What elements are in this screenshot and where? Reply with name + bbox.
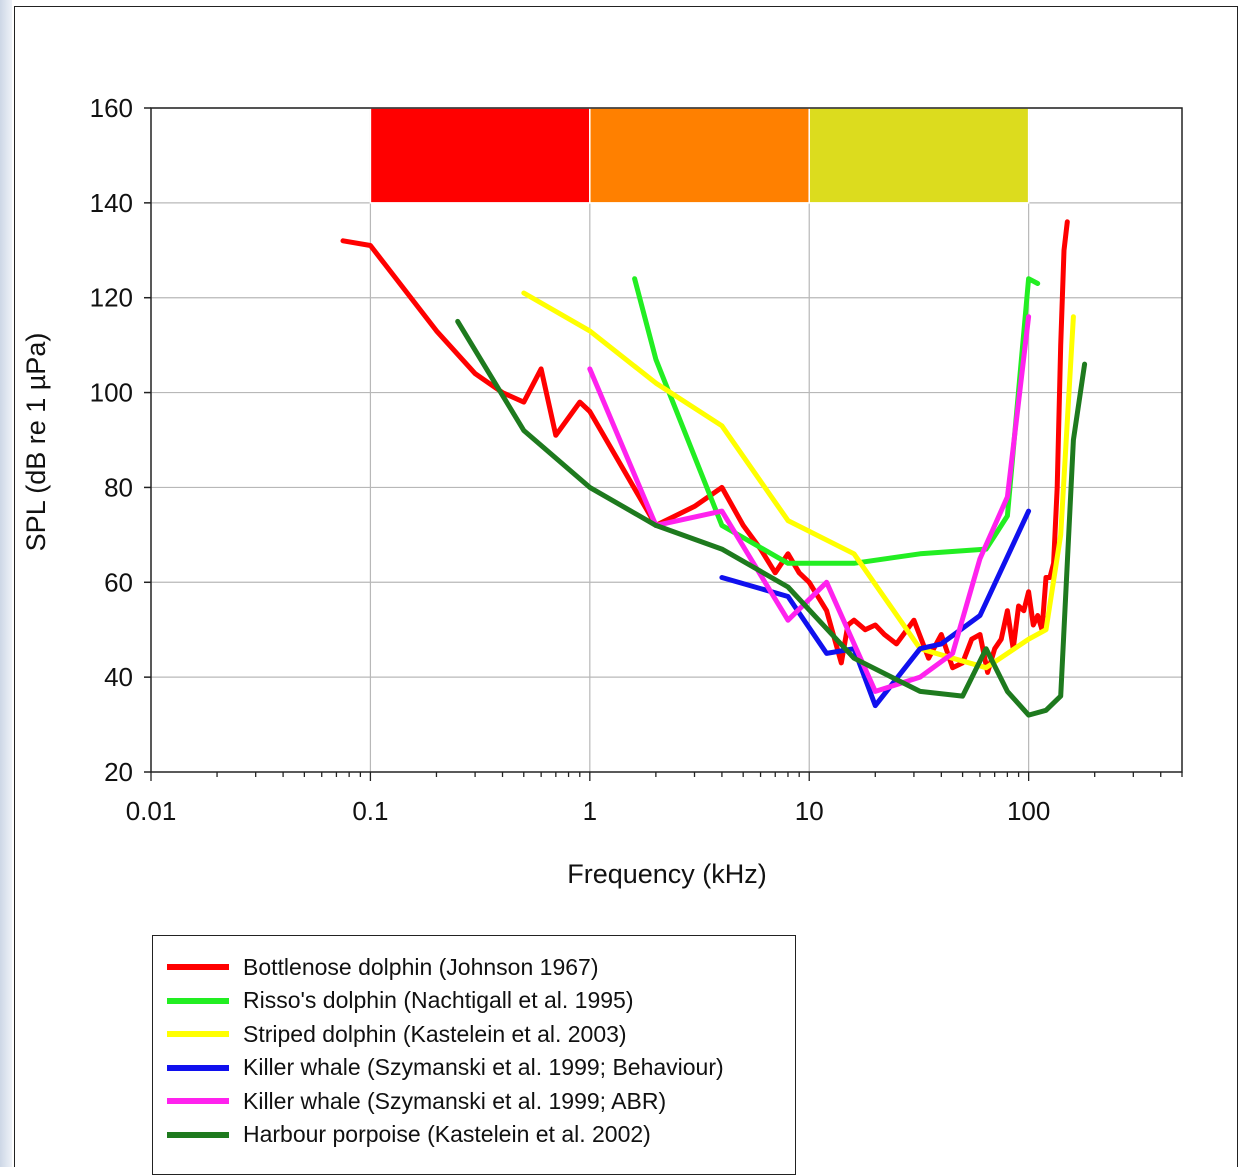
legend-label: Harbour porpoise (Kastelein et al. 2002) xyxy=(243,1121,651,1147)
x-tick-label: 10 xyxy=(795,796,824,826)
audiogram-chart: 20 40 60 80 100 120 140 160 0.01 0.1 1 10 100 Freque… xyxy=(21,93,1183,889)
frame-left-rule xyxy=(14,6,15,1167)
legend-label: Killer whale (Szymanski et al. 1999; ABR… xyxy=(243,1087,667,1114)
legend-entry: Striped dolphin (Kastelein et al. 2003) xyxy=(167,1018,627,1050)
frequency-bands xyxy=(369,107,1030,204)
series-lines xyxy=(340,219,1088,718)
axes xyxy=(144,107,1183,781)
y-tick-label: 140 xyxy=(90,188,133,218)
legend-swatch xyxy=(167,964,229,970)
legend-entry: Bottlenose dolphin (Johnson 1967) xyxy=(167,951,598,983)
legend-entry: Killer whale (Szymanski et al. 1999; ABR… xyxy=(167,1085,666,1117)
legend-swatch xyxy=(167,1098,229,1104)
series-line-4 xyxy=(719,508,1032,709)
y-tick-label: 80 xyxy=(104,472,133,502)
x-tick-label: 0.01 xyxy=(126,796,177,826)
series-line-6 xyxy=(455,318,1088,718)
y-tick-label: 120 xyxy=(90,283,133,313)
series-line-1 xyxy=(340,219,1070,675)
tick-labels: 20 40 60 80 100 120 140 160 0.01 0.1 1 10 100 xyxy=(90,93,1051,826)
y-tick-label: 160 xyxy=(90,93,133,123)
y-tick-label: 60 xyxy=(104,567,133,597)
grid xyxy=(151,107,1182,772)
x-tick-label: 0.1 xyxy=(352,796,388,826)
frequency-band xyxy=(808,107,1030,204)
y-tick-label: 20 xyxy=(104,757,133,787)
legend-swatch xyxy=(167,997,229,1004)
frame-top-rule xyxy=(14,6,1238,7)
y-tick-label: 40 xyxy=(104,662,133,692)
x-tick-label: 1 xyxy=(583,796,597,826)
legend-entry: Killer whale (Szymanski et al. 1999; Beh… xyxy=(167,1052,724,1084)
x-axis-title: Frequency (kHz) xyxy=(567,859,767,889)
series-line-2 xyxy=(632,276,1041,566)
y-axis-title: SPL (dB re 1 µPa) xyxy=(21,333,51,552)
frequency-band xyxy=(369,107,591,204)
frame-right-rule xyxy=(1237,6,1238,1167)
legend: Bottlenose dolphin (Johnson 1967) Risso's… xyxy=(152,935,796,1175)
x-tick-label: 100 xyxy=(1007,796,1050,826)
legend-label: Risso's dolphin (Nachtigall et al. 1995) xyxy=(243,987,634,1013)
legend-label: Killer whale (Szymanski et al. 1999; Beh… xyxy=(243,1054,724,1080)
legend-label: Striped dolphin (Kastelein et al. 2003) xyxy=(243,1020,627,1047)
series-line-5 xyxy=(587,314,1032,694)
legend-label: Bottlenose dolphin (Johnson 1967) xyxy=(243,953,599,980)
legend-swatch xyxy=(167,1064,229,1071)
legend-entry: Harbour porpoise (Kastelein et al. 2002) xyxy=(167,1119,651,1151)
frequency-band xyxy=(589,107,810,204)
legend-swatch xyxy=(167,1131,229,1138)
y-tick-label: 100 xyxy=(90,378,133,408)
legend-entry: Risso's dolphin (Nachtigall et al. 1995) xyxy=(167,985,633,1017)
plot-frame xyxy=(150,107,1183,773)
legend-swatch xyxy=(167,1031,229,1037)
page-edge-shading xyxy=(0,0,12,1167)
